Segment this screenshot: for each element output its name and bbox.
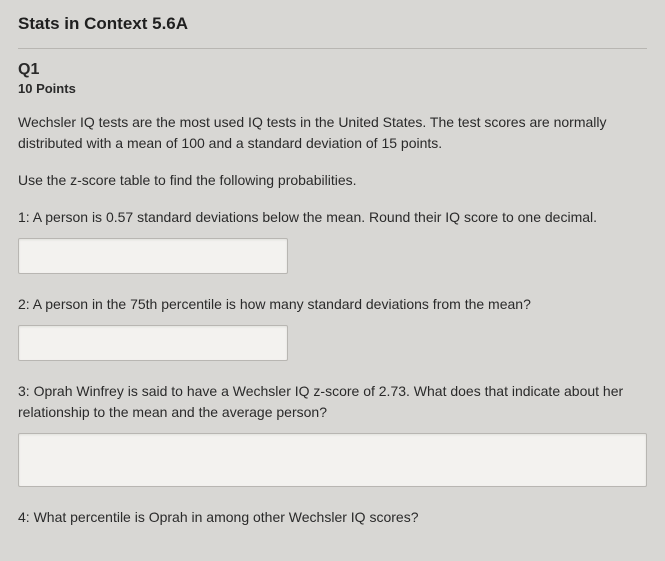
question-points: 10 Points bbox=[18, 81, 647, 96]
question-number: Q1 bbox=[18, 61, 647, 79]
answer-input-2[interactable] bbox=[18, 325, 288, 361]
intro-paragraph-2: Use the z-score table to find the follow… bbox=[18, 170, 647, 191]
subquestion-4: 4: What percentile is Oprah in among oth… bbox=[18, 507, 647, 528]
subquestion-3: 3: Oprah Winfrey is said to have a Wechs… bbox=[18, 381, 647, 423]
subquestion-1: 1: A person is 0.57 standard deviations … bbox=[18, 207, 647, 228]
intro-paragraph-1: Wechsler IQ tests are the most used IQ t… bbox=[18, 112, 647, 154]
quiz-container: Stats in Context 5.6A Q1 10 Points Wechs… bbox=[0, 0, 665, 528]
answer-input-3[interactable] bbox=[18, 433, 647, 487]
subquestion-2: 2: A person in the 75th percentile is ho… bbox=[18, 294, 647, 315]
page-title: Stats in Context 5.6A bbox=[18, 14, 647, 34]
answer-input-1[interactable] bbox=[18, 238, 288, 274]
title-divider bbox=[18, 48, 647, 49]
